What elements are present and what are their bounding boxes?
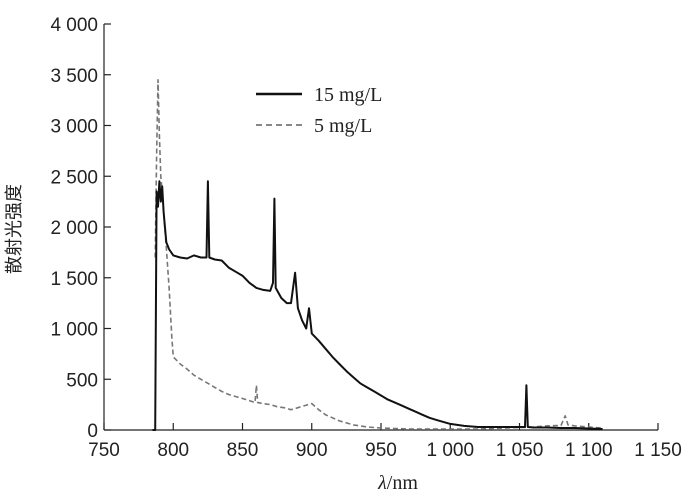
x-axis-title: λ/nm [377,472,418,494]
y-tick-label: 2 500 [50,167,98,188]
x-tick-label: 1 150 [634,440,682,461]
y-tick-label: 3 500 [50,66,98,87]
y-tick-label: 4 000 [50,15,98,36]
series-line-15mgl [152,180,603,431]
y-tick-label: 500 [66,370,98,391]
y-tick-label: 3 000 [50,117,98,138]
x-tick-label: 1 000 [426,440,474,461]
x-tick-label: 950 [365,440,397,461]
x-tick-label: 1 050 [496,440,544,461]
x-tick-label: 900 [296,440,328,461]
x-tick-label: 750 [88,440,120,461]
y-tick-label: 0 [87,421,98,442]
x-tick-label: 800 [157,440,189,461]
x-axis-title-symbol: λ [377,472,387,494]
x-axis: 750 800 850 900 950 1 000 1 050 1 100 1 150 [88,423,682,461]
legend-label-15mgl: 15 mg/L [314,84,382,106]
y-tick-label: 1 000 [50,320,98,341]
legend: 15 mg/L 5 mg/L [256,84,382,137]
y-axis: 0 500 1 000 1 500 2 000 2 500 3 000 3 500 4 000 [50,15,111,442]
y-axis-title: 散射光强度 [4,184,25,274]
x-axis-title-unit: /nm [387,472,419,494]
x-tick-label: 850 [227,440,259,461]
y-tick-label: 2 000 [50,218,98,239]
series-layer [152,79,603,431]
legend-label-5mgl: 5 mg/L [314,115,372,137]
series-line-5mgl [154,79,603,430]
y-tick-label: 1 500 [50,269,98,290]
x-tick-label: 1 100 [565,440,613,461]
